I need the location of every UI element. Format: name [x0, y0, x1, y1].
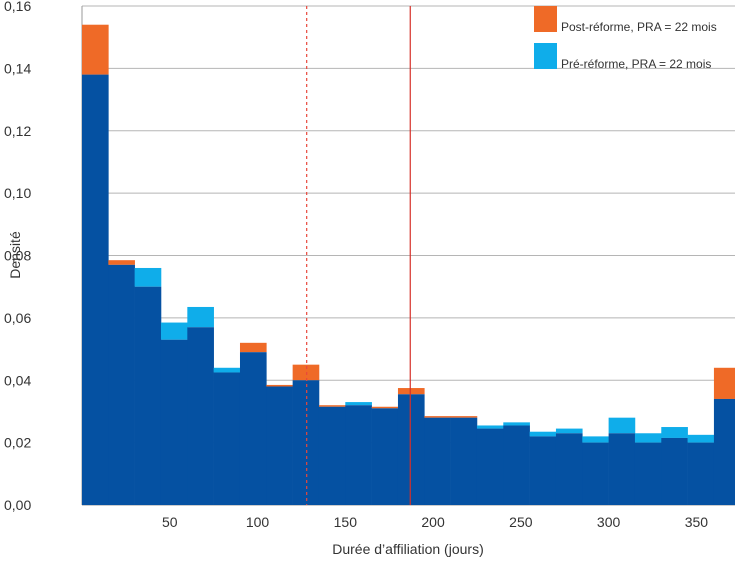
legend-label-pre-reforme: Pré-réforme, PRA = 22 mois	[561, 57, 711, 71]
bar-overlap	[661, 437, 688, 505]
y-tick-label: 0,04	[4, 372, 31, 388]
bar-overlap	[608, 433, 636, 505]
y-tick-label: 0,16	[4, 0, 31, 14]
bar-excess-pre-reforme	[160, 322, 188, 340]
bar-overlap	[345, 405, 372, 505]
bar-excess-post-reforme	[239, 342, 267, 353]
bar-overlap	[318, 406, 346, 505]
y-tick-label: 0,06	[4, 310, 31, 326]
bars	[82, 24, 735, 506]
x-tick-label: 100	[246, 514, 270, 530]
bar-excess-pre-reforme	[608, 417, 636, 434]
bar-excess-post-reforme	[371, 406, 399, 409]
bar-overlap	[555, 433, 583, 505]
legend-swatch-pre-reforme	[534, 43, 557, 69]
bar-overlap	[713, 398, 735, 505]
legend: Post-réforme, PRA = 22 mois Pré-réforme,…	[534, 6, 717, 71]
y-tick-label: 0,08	[4, 248, 31, 264]
y-axis-title: Densité	[7, 231, 23, 279]
x-tick-label: 350	[685, 514, 709, 530]
x-tick-label: 150	[334, 514, 358, 530]
bar-excess-pre-reforme	[555, 428, 583, 434]
bar-excess-post-reforme	[318, 405, 346, 407]
bar-excess-pre-reforme	[345, 402, 372, 406]
reference-lines	[306, 6, 411, 505]
bar-overlap	[476, 428, 504, 505]
legend-label-post-reforme: Post-réforme, PRA = 22 mois	[561, 20, 717, 34]
bar-overlap	[503, 425, 530, 505]
bar-overlap	[239, 352, 267, 505]
bar-excess-pre-reforme	[582, 436, 609, 443]
y-axis-ticks: 0,00 0,02 0,04 0,06 0,08 0,10 0,12 0,14 0,16	[4, 0, 31, 513]
bar-overlap	[82, 74, 109, 506]
bar-overlap	[134, 286, 162, 505]
bar-overlap	[213, 372, 241, 505]
bar-excess-pre-reforme	[187, 306, 214, 328]
bar-excess-post-reforme	[713, 367, 735, 399]
y-tick-label: 0,12	[4, 123, 31, 139]
x-axis-ticks: 50 100 150 200 250 300 350	[162, 514, 708, 530]
x-tick-label: 200	[421, 514, 445, 530]
bar-excess-pre-reforme	[476, 425, 504, 429]
bar-overlap	[292, 380, 320, 505]
y-tick-label: 0,02	[4, 435, 31, 451]
bar-overlap	[108, 264, 135, 505]
x-tick-label: 300	[597, 514, 621, 530]
bar-excess-pre-reforme	[661, 427, 688, 438]
bar-excess-pre-reforme	[529, 431, 557, 437]
bar-excess-pre-reforme	[634, 433, 662, 443]
legend-swatch-post-reforme	[534, 6, 557, 32]
bar-excess-post-reforme	[424, 416, 451, 418]
x-axis-title: Durée d’affiliation (jours)	[332, 541, 483, 557]
bar-excess-pre-reforme	[687, 434, 715, 443]
bar-overlap	[582, 442, 609, 505]
y-tick-label: 0,00	[4, 497, 31, 513]
bar-overlap	[397, 394, 425, 505]
y-tick-label: 0,14	[4, 60, 31, 76]
bar-overlap	[160, 339, 188, 505]
bar-excess-post-reforme	[82, 24, 109, 75]
bar-overlap	[266, 386, 293, 505]
bar-excess-post-reforme	[397, 388, 425, 395]
x-tick-label: 250	[509, 514, 533, 530]
x-tick-label: 50	[162, 514, 178, 530]
bar-overlap	[424, 417, 451, 505]
bar-excess-pre-reforme	[213, 367, 241, 373]
bar-excess-post-reforme	[108, 260, 135, 265]
bar-excess-pre-reforme	[503, 422, 530, 426]
bar-excess-post-reforme	[450, 416, 478, 418]
bar-overlap	[450, 417, 478, 505]
bar-excess-post-reforme	[292, 364, 320, 381]
bar-overlap	[529, 436, 557, 505]
y-tick-label: 0,10	[4, 185, 31, 201]
bar-excess-pre-reforme	[134, 267, 162, 287]
bar-overlap	[634, 442, 662, 505]
bar-excess-post-reforme	[266, 384, 293, 387]
bar-overlap	[371, 408, 399, 505]
bar-overlap	[687, 442, 715, 505]
bar-overlap	[187, 327, 214, 505]
